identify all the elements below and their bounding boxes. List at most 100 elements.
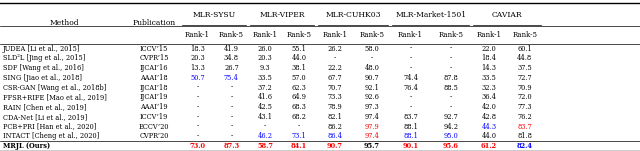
Text: 92.6: 92.6 [364, 93, 380, 101]
Text: 88.1: 88.1 [403, 123, 418, 131]
Text: 72.7: 72.7 [518, 74, 532, 82]
Text: 82.4: 82.4 [517, 142, 533, 150]
Text: 61.2: 61.2 [481, 142, 497, 150]
Text: CSR-GAN [Wang et al., 2018b]: CSR-GAN [Wang et al., 2018b] [3, 84, 106, 92]
Text: 20.3: 20.3 [190, 54, 205, 62]
Text: CVPR’15: CVPR’15 [140, 54, 169, 62]
Text: 26.0: 26.0 [258, 45, 273, 53]
Text: Method: Method [49, 19, 79, 27]
Text: 90.7: 90.7 [365, 74, 379, 82]
Text: 83.7: 83.7 [517, 123, 532, 131]
Text: 33.5: 33.5 [481, 74, 497, 82]
Text: 92.1: 92.1 [364, 84, 380, 92]
Text: Rank-1: Rank-1 [476, 31, 502, 39]
Text: 72.0: 72.0 [518, 93, 532, 101]
Text: 13.3: 13.3 [190, 64, 205, 72]
Text: 44.0: 44.0 [481, 132, 497, 140]
Text: JUDEA [Li et al., 2015]: JUDEA [Li et al., 2015] [3, 45, 80, 53]
Text: Rank-1: Rank-1 [398, 31, 423, 39]
Text: -: - [230, 113, 232, 121]
Text: 38.1: 38.1 [292, 64, 307, 72]
Text: -: - [450, 103, 452, 111]
Text: 86.4: 86.4 [327, 132, 342, 140]
Text: -: - [410, 64, 412, 72]
Text: SLD²L [Jing et al., 2015]: SLD²L [Jing et al., 2015] [3, 54, 85, 62]
Text: 60.1: 60.1 [517, 45, 532, 53]
Text: 26.7: 26.7 [224, 64, 239, 72]
Text: 68.2: 68.2 [292, 113, 307, 121]
Text: -: - [230, 84, 232, 92]
Text: 37.5: 37.5 [517, 64, 532, 72]
Text: -: - [298, 123, 300, 131]
Text: -: - [196, 84, 198, 92]
Text: 64.9: 64.9 [292, 93, 307, 101]
Text: 14.3: 14.3 [481, 64, 497, 72]
Text: 83.7: 83.7 [403, 113, 418, 121]
Text: 75.4: 75.4 [224, 74, 239, 82]
Text: CAVIAR: CAVIAR [492, 11, 522, 19]
Text: -: - [371, 54, 373, 62]
Text: MRJL (Ours): MRJL (Ours) [3, 142, 50, 150]
Text: -: - [410, 54, 412, 62]
Text: 90.7: 90.7 [327, 142, 343, 150]
Text: Rank-5: Rank-5 [219, 31, 244, 39]
Text: Rank-5: Rank-5 [359, 31, 385, 39]
Text: -: - [230, 103, 232, 111]
Text: 50.7: 50.7 [190, 74, 205, 82]
Text: 36.4: 36.4 [481, 93, 497, 101]
Text: MLR-Market-1501: MLR-Market-1501 [395, 11, 467, 19]
Text: -: - [450, 45, 452, 53]
Text: -: - [450, 64, 452, 72]
Text: IJCAI’19: IJCAI’19 [140, 93, 168, 101]
Text: 41.6: 41.6 [258, 93, 273, 101]
Text: 42.8: 42.8 [481, 113, 497, 121]
Text: -: - [450, 54, 452, 62]
Text: 88.5: 88.5 [444, 84, 458, 92]
Text: 43.1: 43.1 [258, 113, 273, 121]
Text: -: - [196, 93, 198, 101]
Text: 55.1: 55.1 [292, 45, 307, 53]
Text: 73.0: 73.0 [189, 142, 205, 150]
Text: 44.3: 44.3 [481, 123, 497, 131]
Text: 42.5: 42.5 [258, 103, 273, 111]
Text: 78.9: 78.9 [327, 103, 342, 111]
Text: IJCAI’16: IJCAI’16 [140, 64, 168, 72]
Text: 18.3: 18.3 [190, 45, 205, 53]
Text: AAAI’18: AAAI’18 [140, 74, 168, 82]
Text: 94.2: 94.2 [444, 123, 458, 131]
Text: 57.0: 57.0 [292, 74, 307, 82]
Text: 32.3: 32.3 [481, 84, 497, 92]
Text: INTACT [Cheng et al., 2020]: INTACT [Cheng et al., 2020] [3, 132, 99, 140]
Text: 73.1: 73.1 [292, 132, 307, 140]
Text: 46.2: 46.2 [258, 132, 273, 140]
Text: 81.8: 81.8 [517, 132, 532, 140]
Text: 26.2: 26.2 [327, 45, 342, 53]
Text: Publication: Publication [132, 19, 176, 27]
Text: -: - [410, 93, 412, 101]
Text: 22.2: 22.2 [327, 64, 342, 72]
Text: Rank-1: Rank-1 [185, 31, 210, 39]
Text: SDF [Wang et al., 2016]: SDF [Wang et al., 2016] [3, 64, 83, 72]
Text: IJCAI’18: IJCAI’18 [140, 84, 168, 92]
Text: -: - [410, 45, 412, 53]
Text: 77.3: 77.3 [518, 103, 532, 111]
Text: 86.2: 86.2 [327, 123, 342, 131]
Text: 58.7: 58.7 [257, 142, 273, 150]
Text: 37.2: 37.2 [258, 84, 273, 92]
Text: 95.0: 95.0 [444, 132, 458, 140]
Text: Rank-5: Rank-5 [438, 31, 463, 39]
Text: 97.3: 97.3 [364, 103, 380, 111]
Text: -: - [264, 123, 266, 131]
Text: 92.7: 92.7 [444, 113, 458, 121]
Text: AAAI’19: AAAI’19 [140, 103, 168, 111]
Text: 44.8: 44.8 [517, 54, 532, 62]
Text: -: - [230, 123, 232, 131]
Text: 82.1: 82.1 [327, 113, 342, 121]
Text: Rank-5: Rank-5 [512, 31, 538, 39]
Text: 90.1: 90.1 [403, 142, 419, 150]
Text: 44.0: 44.0 [292, 54, 307, 62]
Text: 33.5: 33.5 [258, 74, 273, 82]
Text: CVPR’20: CVPR’20 [140, 132, 169, 140]
Text: 84.1: 84.1 [291, 142, 307, 150]
Text: FFSR+RIFE [Mao et al., 2019]: FFSR+RIFE [Mao et al., 2019] [3, 93, 106, 101]
